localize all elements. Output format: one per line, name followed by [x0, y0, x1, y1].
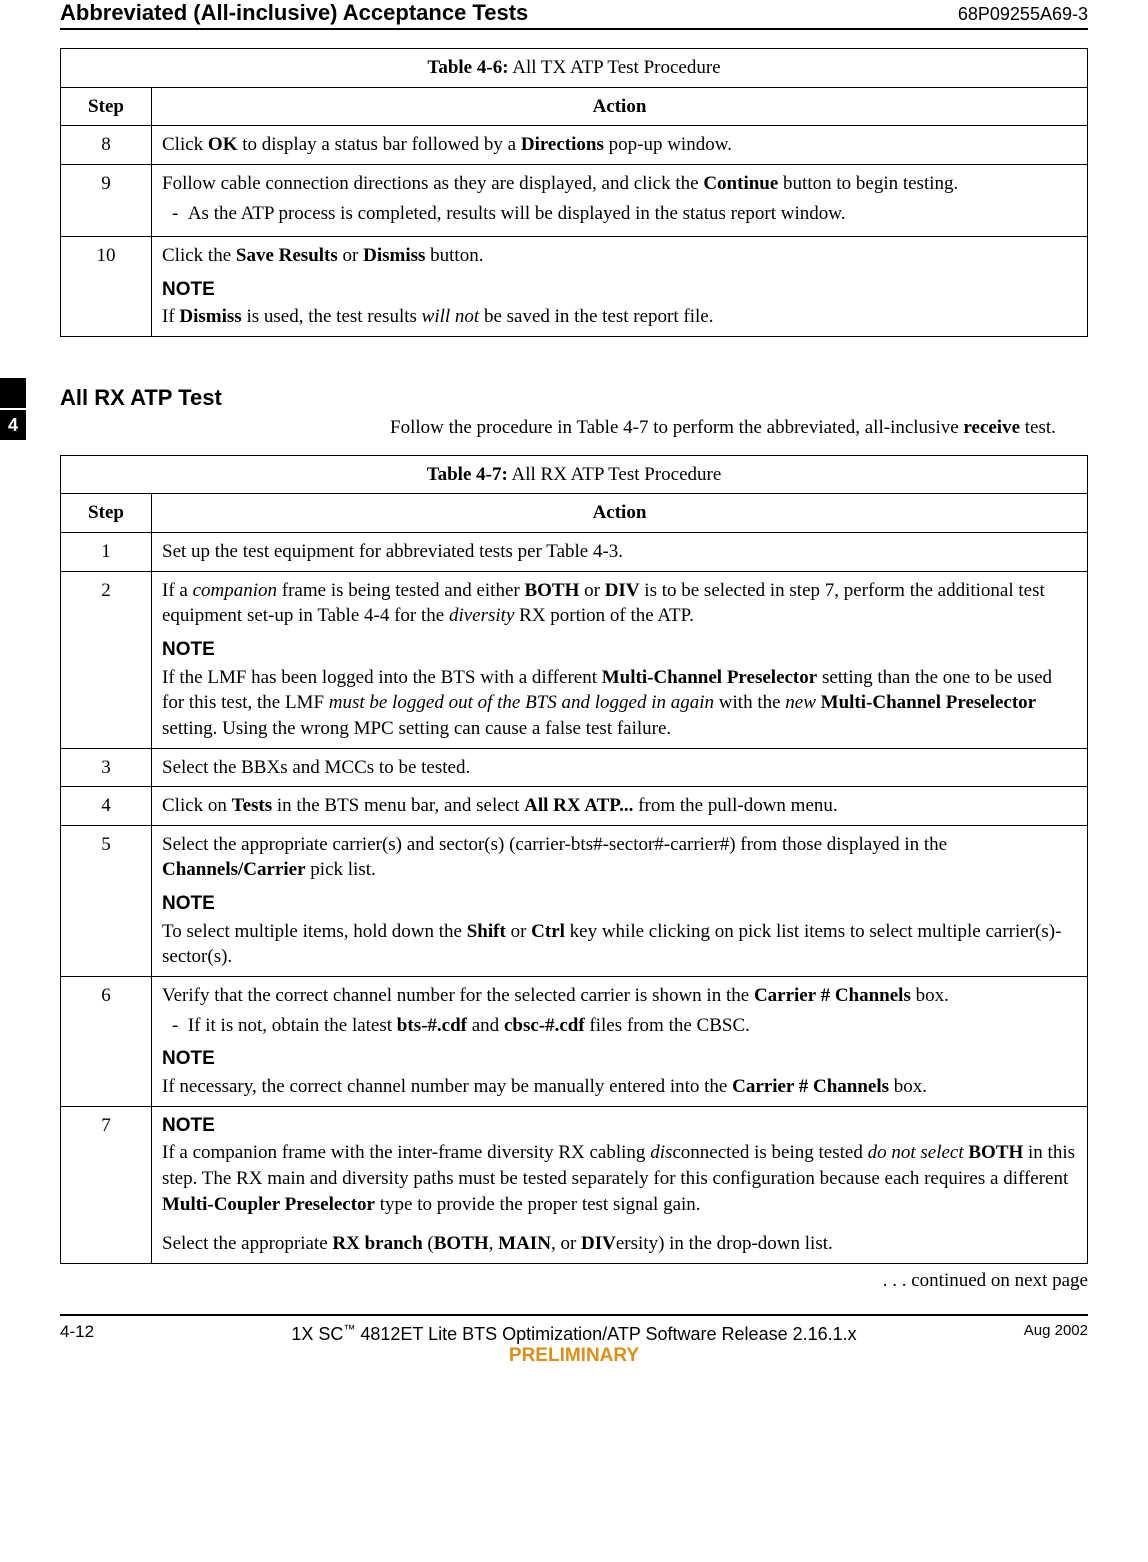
action-cell: Set up the test equipment for abbreviate… — [152, 533, 1088, 572]
step-cell: 7 — [61, 1106, 152, 1263]
table-4-6-col-action: Action — [152, 87, 1088, 126]
action-cell: Verify that the correct channel number f… — [152, 977, 1088, 1107]
footer-page-number: 4-12 — [60, 1322, 140, 1342]
table-4-7: Table 4-7: All RX ATP Test Procedure Ste… — [60, 455, 1088, 1264]
table-row: 7NOTEIf a companion frame with the inter… — [61, 1106, 1088, 1263]
table-4-7-col-action: Action — [152, 494, 1088, 533]
step-cell: 8 — [61, 126, 152, 165]
table-row: 4Click on Tests in the BTS menu bar, and… — [61, 787, 1088, 826]
table-4-6: Table 4-6: All TX ATP Test Procedure Ste… — [60, 48, 1088, 337]
table-row: 6Verify that the correct channel number … — [61, 977, 1088, 1107]
step-cell: 10 — [61, 237, 152, 337]
step-cell: 1 — [61, 533, 152, 572]
header-title: Abbreviated (All-inclusive) Acceptance T… — [60, 0, 528, 26]
continued-text: . . . continued on next page — [60, 1270, 1088, 1292]
step-cell: 3 — [61, 748, 152, 787]
step-cell: 2 — [61, 571, 152, 748]
footer-center: 1X SC™ 4812ET Lite BTS Optimization/ATP … — [140, 1322, 1008, 1367]
step-cell: 9 — [61, 164, 152, 236]
section-intro: Follow the procedure in Table 4-7 to per… — [390, 415, 1088, 441]
page-header: Abbreviated (All-inclusive) Acceptance T… — [60, 0, 1088, 30]
footer-preliminary: PRELIMINARY — [140, 1345, 1008, 1367]
table-row: 2If a companion frame is being tested an… — [61, 571, 1088, 748]
footer-center-line: 1X SC™ 4812ET Lite BTS Optimization/ATP … — [291, 1324, 856, 1344]
table-row: 1Set up the test equipment for abbreviat… — [61, 533, 1088, 572]
table-4-7-caption-label: Table 4-7: — [427, 464, 508, 485]
action-cell: If a companion frame is being tested and… — [152, 571, 1088, 748]
action-cell: Select the BBXs and MCCs to be tested. — [152, 748, 1088, 787]
footer-date: Aug 2002 — [1008, 1322, 1088, 1339]
table-4-6-caption: Table 4-6: All TX ATP Test Procedure — [61, 49, 1088, 88]
step-cell: 5 — [61, 825, 152, 976]
table-row: 10Click the Save Results or Dismiss butt… — [61, 237, 1088, 337]
action-cell: Click the Save Results or Dismiss button… — [152, 237, 1088, 337]
action-cell: Select the appropriate carrier(s) and se… — [152, 825, 1088, 976]
table-row: 5Select the appropriate carrier(s) and s… — [61, 825, 1088, 976]
table-4-7-caption-text: All RX ATP Test Procedure — [508, 464, 721, 485]
table-row: 9Follow cable connection directions as t… — [61, 164, 1088, 236]
action-cell: Follow cable connection directions as th… — [152, 164, 1088, 236]
table-4-7-caption: Table 4-7: All RX ATP Test Procedure — [61, 455, 1088, 494]
section-heading-all-rx-atp: All RX ATP Test — [60, 385, 1088, 411]
page-footer: 4-12 1X SC™ 4812ET Lite BTS Optimization… — [60, 1314, 1088, 1367]
table-4-6-col-step: Step — [61, 87, 152, 126]
table-row: 3Select the BBXs and MCCs to be tested. — [61, 748, 1088, 787]
table-4-6-caption-label: Table 4-6: — [427, 57, 508, 78]
step-cell: 4 — [61, 787, 152, 826]
page-content: Abbreviated (All-inclusive) Acceptance T… — [0, 0, 1148, 1387]
table-4-6-caption-text: All TX ATP Test Procedure — [509, 57, 721, 78]
table-4-7-col-step: Step — [61, 494, 152, 533]
action-cell: NOTEIf a companion frame with the inter-… — [152, 1106, 1088, 1263]
action-cell: Click on Tests in the BTS menu bar, and … — [152, 787, 1088, 826]
action-cell: Click OK to display a status bar followe… — [152, 126, 1088, 165]
header-doc-number: 68P09255A69-3 — [958, 4, 1088, 25]
table-row: 8Click OK to display a status bar follow… — [61, 126, 1088, 165]
step-cell: 6 — [61, 977, 152, 1107]
